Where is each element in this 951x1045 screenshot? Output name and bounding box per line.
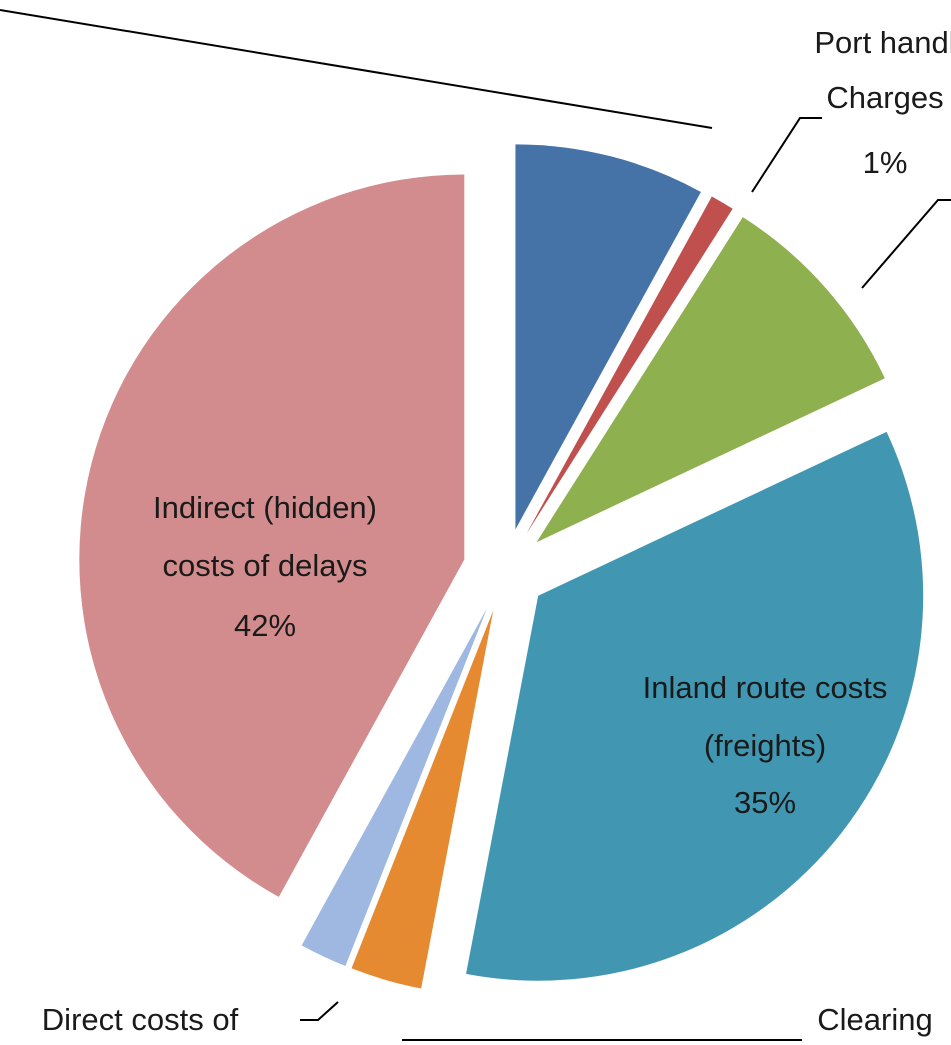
pie-slice [515,144,701,530]
pie-slice [351,610,494,989]
leader-line [861,199,951,289]
slice-label: (freights) [704,728,826,763]
pie-slice [526,196,733,534]
slice-label: Inland route costs [643,670,888,705]
leader-line [751,117,822,193]
value-label: 42% [234,608,296,643]
value-label: 35% [734,785,796,820]
slice-label: Charges [826,80,943,115]
slice-label: Indirect (hidden) [153,490,377,525]
slice-label: costs of delays [162,548,367,583]
slice-label: Clearing [817,1002,932,1037]
pie-slice [466,431,924,981]
pie-slice [301,608,488,966]
pie-slice [79,174,465,897]
leader-line [300,1001,339,1021]
leader-lines [0,9,951,1041]
leader-line [0,9,713,129]
slice-label: Direct costs of [42,1002,239,1037]
value-label: 1% [863,145,908,180]
slice-label: Port handl [814,25,951,60]
pie-slice [536,217,885,543]
